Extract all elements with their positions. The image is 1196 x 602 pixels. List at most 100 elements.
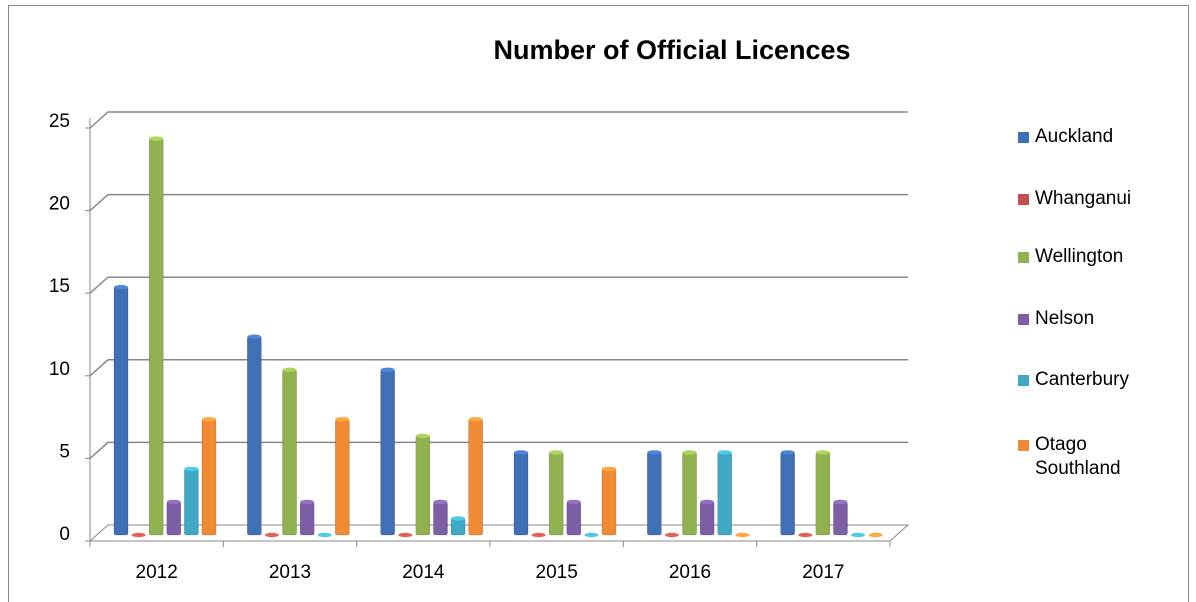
bar-cap <box>149 136 164 141</box>
bar <box>468 419 483 536</box>
bar <box>548 452 564 536</box>
legend-label: Wellington <box>1035 246 1124 267</box>
x-tick-label: 2016 <box>669 562 711 583</box>
legend-item: Whanganui <box>1018 187 1165 211</box>
bar <box>299 501 315 536</box>
bar <box>450 518 466 536</box>
bar <box>566 501 582 536</box>
grid-line <box>89 441 908 459</box>
bar <box>335 419 350 536</box>
bar-cap <box>682 450 697 455</box>
legend-swatch <box>1018 252 1029 263</box>
bar-cap <box>584 532 599 538</box>
grid-line <box>89 193 908 212</box>
legend-label: Whanganui <box>1035 188 1132 209</box>
bar-cap <box>282 367 297 372</box>
bar-cap <box>868 532 883 538</box>
bar-cap <box>602 466 616 472</box>
bar-cap <box>700 499 715 505</box>
bar <box>513 452 529 536</box>
chart-title: Number of Official Licences <box>493 35 850 65</box>
legend-swatch <box>1018 194 1029 205</box>
bar-cap <box>114 285 128 290</box>
y-tick-label: 20 <box>49 194 70 215</box>
bar <box>380 369 395 536</box>
x-tick-label: 2013 <box>269 562 311 583</box>
bar-cap <box>647 450 662 455</box>
grid-line <box>89 276 908 294</box>
bar-cap <box>415 433 430 439</box>
bar <box>647 452 662 536</box>
bar-cap <box>131 532 146 538</box>
chart-frame <box>8 5 1189 602</box>
bar <box>601 468 617 536</box>
legend-item: Wellington <box>1018 245 1165 269</box>
x-tick-label: 2017 <box>802 562 844 583</box>
legend-label: Auckland <box>1035 126 1114 147</box>
y-tick-label: 0 <box>59 524 70 545</box>
legend-item: Nelson <box>1018 307 1165 331</box>
bar-cap <box>514 450 528 455</box>
bar-cap <box>264 532 279 538</box>
legend-label: Canterbury <box>1035 369 1129 390</box>
bar <box>247 336 262 536</box>
bar <box>433 501 448 536</box>
bar-cap <box>335 417 350 422</box>
bar-cap <box>664 532 679 538</box>
bar <box>282 369 297 536</box>
bar-cap <box>184 466 199 472</box>
bar-cap <box>833 499 848 505</box>
bar <box>833 501 848 536</box>
bar-cap <box>549 450 564 455</box>
bar-cap <box>166 499 181 505</box>
bar-cap <box>531 532 546 538</box>
bar-cap <box>433 499 448 505</box>
y-tick-label: 25 <box>49 111 70 132</box>
bar <box>166 501 182 536</box>
legend-label: Nelson <box>1035 308 1095 329</box>
legend-item: Auckland <box>1018 125 1165 149</box>
bar <box>184 468 199 536</box>
bar-cap <box>202 417 216 422</box>
bar-cap <box>300 499 315 505</box>
bar-cap <box>468 417 483 422</box>
bar-cap <box>815 450 830 455</box>
bar <box>682 452 697 536</box>
grid-line <box>89 359 908 377</box>
bar-cap <box>851 532 866 538</box>
bar <box>815 452 831 536</box>
y-tick-label: 10 <box>49 359 70 380</box>
x-tick-label: 2015 <box>536 562 578 583</box>
legend-swatch <box>1018 132 1029 143</box>
legend-label: Otago Southland <box>1035 434 1121 479</box>
x-tick-label: 2014 <box>402 562 445 583</box>
bar-cap <box>566 499 581 505</box>
x-tick-label: 2012 <box>136 562 178 583</box>
bar <box>415 435 431 536</box>
legend-swatch <box>1018 440 1029 451</box>
bar <box>699 501 715 536</box>
bar-cap <box>798 532 813 538</box>
bar-cap <box>317 532 332 538</box>
bar <box>148 138 164 536</box>
bar-cap <box>398 532 413 538</box>
bar <box>113 286 129 536</box>
bar-cap <box>735 532 750 538</box>
legend-swatch <box>1018 314 1029 325</box>
legend-swatch <box>1018 375 1029 386</box>
bar <box>201 419 217 536</box>
bar <box>717 452 733 536</box>
legend-item: Otago Southland <box>1018 433 1135 481</box>
bar-cap <box>380 367 395 372</box>
bar <box>780 452 795 536</box>
grid-line <box>89 111 908 129</box>
legend-item: Canterbury <box>1018 368 1165 392</box>
bar-cap <box>717 450 732 455</box>
y-tick-label: 15 <box>49 276 70 297</box>
bar-cap <box>780 450 795 455</box>
y-tick-label: 5 <box>59 441 70 462</box>
bar-cap <box>247 334 262 339</box>
bar-cap <box>451 516 466 521</box>
